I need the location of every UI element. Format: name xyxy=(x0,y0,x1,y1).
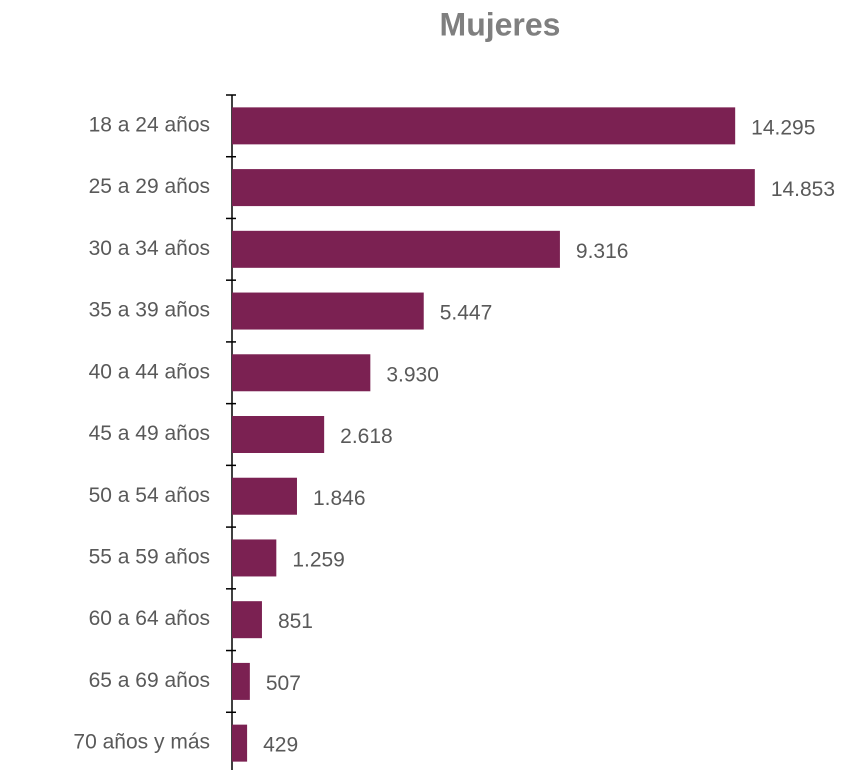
value-label: 507 xyxy=(266,672,301,695)
y-tick-label: 30 a 34 años xyxy=(89,237,210,260)
bar xyxy=(232,230,560,268)
y-tick-label: 65 a 69 años xyxy=(89,669,210,692)
bar xyxy=(232,662,250,700)
value-label: 429 xyxy=(263,734,298,757)
y-tick-label: 18 a 24 años xyxy=(89,113,210,136)
bar xyxy=(232,169,755,207)
bar xyxy=(232,724,248,762)
value-label: 3.930 xyxy=(386,363,439,386)
y-tick-label: 50 a 54 años xyxy=(89,484,210,507)
y-tick-label: 35 a 39 años xyxy=(89,299,210,322)
value-label: 5.447 xyxy=(440,302,493,325)
y-tick-label: 40 a 44 años xyxy=(89,360,210,383)
bar xyxy=(232,601,262,639)
bar xyxy=(232,292,424,330)
y-tick-label: 70 años y más xyxy=(73,731,210,754)
chart-title: Mujeres xyxy=(440,6,561,42)
value-label: 1.846 xyxy=(313,487,366,510)
y-tick-label: 55 a 59 años xyxy=(89,546,210,569)
y-tick-label: 45 a 49 años xyxy=(89,422,210,445)
value-label: 14.295 xyxy=(751,116,815,139)
bar xyxy=(232,477,297,515)
y-tick-label: 25 a 29 años xyxy=(89,175,210,198)
value-label: 14.853 xyxy=(771,178,835,201)
value-label: 2.618 xyxy=(340,425,393,448)
bar xyxy=(232,354,371,392)
value-label: 1.259 xyxy=(292,549,345,572)
y-tick-label: 60 a 64 años xyxy=(89,607,210,630)
value-label: 9.316 xyxy=(576,240,629,263)
value-label: 851 xyxy=(278,610,313,633)
bar xyxy=(232,416,325,453)
bar xyxy=(232,539,277,577)
bar xyxy=(232,107,736,145)
